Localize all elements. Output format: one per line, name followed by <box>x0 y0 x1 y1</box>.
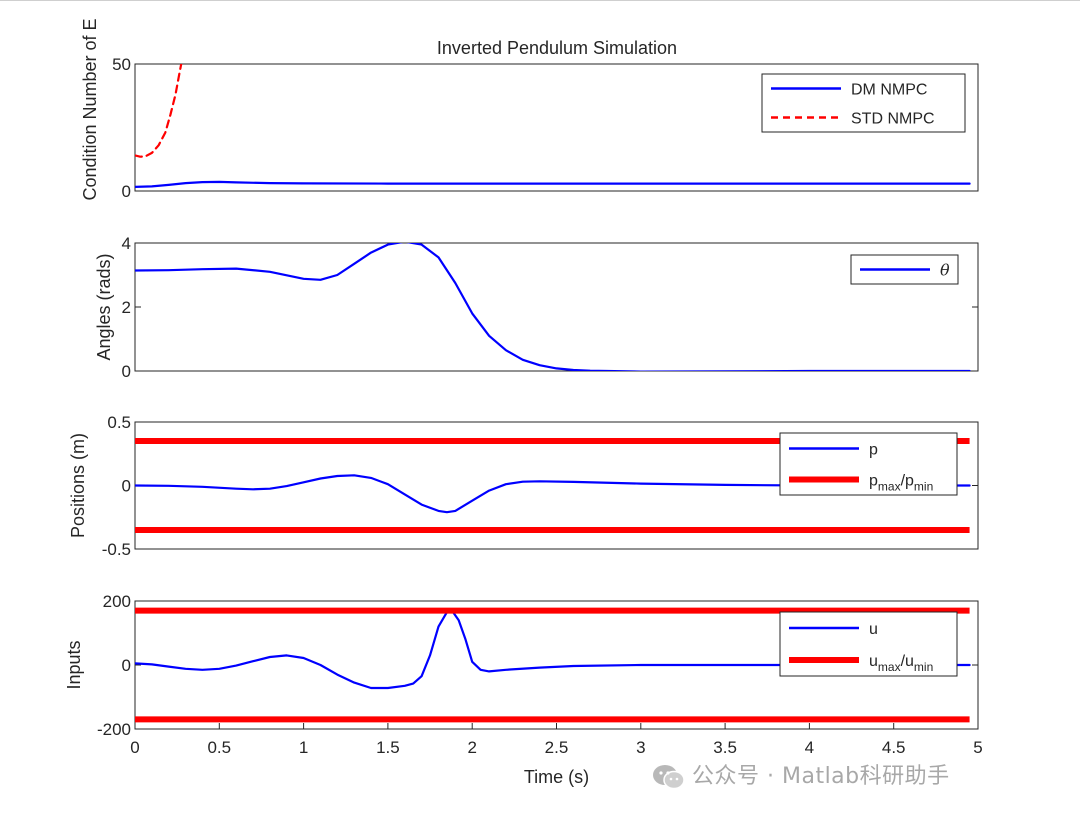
subplot-3: -0.5 0 0.5 Positions (m) p pmax/pmin <box>68 413 979 559</box>
y-tick-label: 50 <box>112 55 131 74</box>
axes-box <box>134 242 979 372</box>
y-tick-label: 0.5 <box>107 413 131 432</box>
series-line-1 <box>135 474 971 514</box>
x-axis-label: Time (s) <box>524 767 589 787</box>
legend-box <box>761 73 966 133</box>
series-line-1 <box>135 609 971 690</box>
figure-title: Inverted Pendulum Simulation <box>437 38 677 58</box>
x-tick-label: 1.5 <box>376 738 400 757</box>
subplot-1: 0 50 Condition Number of E DM NMPC STD NMPC <box>80 18 979 201</box>
legend: DM NMPC STD NMPC <box>761 73 966 133</box>
y-axis-label: Condition Number of E <box>80 18 100 200</box>
y-tick-label: 0 <box>122 182 131 201</box>
x-tick-label: 0 <box>130 738 139 757</box>
legend: u umax/umin <box>779 611 958 677</box>
x-tick-label: 1 <box>299 738 308 757</box>
legend-label: pmax/pmin <box>869 473 933 494</box>
y-axis-label: Positions (m) <box>68 433 88 538</box>
series-line-1 <box>135 243 971 371</box>
x-tick-label: 4 <box>805 738 814 757</box>
series-line-1 <box>135 180 971 188</box>
y-tick-label: -0.5 <box>102 540 131 559</box>
y-tick-label: 0 <box>122 477 131 496</box>
x-tick-label: 3 <box>636 738 645 757</box>
legend: θ <box>850 254 959 285</box>
plot-area <box>135 64 971 188</box>
watermark: 公众号 · Matlab科研助手 <box>652 758 950 791</box>
legend-box <box>779 432 958 496</box>
series-line-2 <box>135 64 183 158</box>
y-axis-label: Angles (rads) <box>94 253 114 360</box>
legend-label: θ <box>940 261 950 280</box>
y-tick-label: 4 <box>122 234 131 253</box>
y-tick-label: -200 <box>97 720 131 739</box>
legend-label: STD NMPC <box>851 111 935 128</box>
legend: p pmax/pmin <box>779 432 958 496</box>
legend-label: umax/umin <box>869 653 933 674</box>
x-tick-label: 4.5 <box>882 738 906 757</box>
subplot-2: 0 2 4 Angles (rads) θ <box>94 234 979 381</box>
wechat-icon <box>653 765 685 790</box>
y-tick-label: 0 <box>122 656 131 675</box>
x-tick-label: 0.5 <box>207 738 231 757</box>
legend-label: u <box>869 621 878 638</box>
legend-label: p <box>869 442 878 459</box>
plot-area <box>135 607 971 723</box>
y-tick-label: 0 <box>122 362 131 381</box>
x-tick-label: 3.5 <box>713 738 737 757</box>
legend-box <box>779 611 958 677</box>
x-tick-label: 2.5 <box>545 738 569 757</box>
plot-area <box>135 243 971 371</box>
legend-label: DM NMPC <box>851 82 927 99</box>
y-tick-label: 200 <box>103 592 131 611</box>
x-tick-label: 5 <box>973 738 982 757</box>
watermark-text: 公众号 · Matlab科研助手 <box>692 764 950 789</box>
x-tick-label: 2 <box>467 738 476 757</box>
y-axis-label: Inputs <box>64 640 84 689</box>
y-tick-label: 2 <box>122 298 131 317</box>
